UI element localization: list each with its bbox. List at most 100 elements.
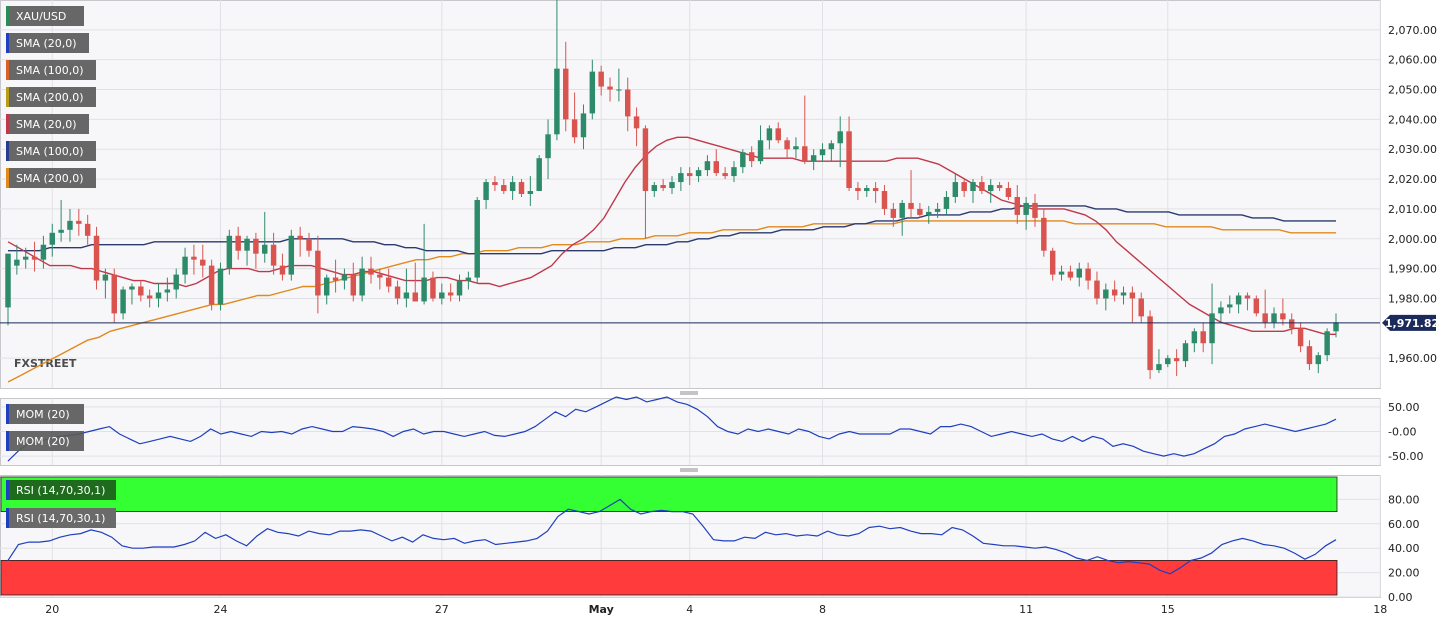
candle-body [793,146,799,150]
candle-body [297,235,303,239]
candle-body [226,235,233,269]
candle-body [483,182,489,200]
candle-body [323,277,330,296]
candle-body [1111,289,1118,296]
candle-body [1262,313,1268,323]
candle-body [244,238,250,251]
candle-body [669,182,675,189]
candle-body [146,295,153,299]
rsi-oversold-zone [0,560,1338,596]
candle-body [492,182,498,186]
candle-body [1041,217,1047,251]
candle-body [713,161,719,174]
candle-body [1076,268,1082,278]
candle-body [58,229,64,233]
candle-body [1297,328,1304,347]
candle-body [1200,331,1206,344]
mom-legend-accent [6,431,9,451]
candle-body [421,277,427,302]
candle-body [14,259,20,266]
candle-body [102,274,109,281]
candle-body [607,86,613,90]
candle-body [1058,271,1065,275]
candle-body [155,292,162,299]
rsi-y-tick: 80.00 [1388,493,1420,506]
candle-body [350,274,357,296]
price-y-tick: 2,050.00 [1388,84,1437,97]
price-legend-label: SMA (200,0) [16,91,84,104]
candle-body [527,191,534,194]
candle-body [1244,295,1251,299]
candle-body [881,191,888,209]
candle-body [359,268,365,296]
candle-body [501,185,507,192]
candle-body [678,173,684,183]
candle-body [1315,355,1322,365]
candle-body [855,188,861,192]
rsi-legend-label: RSI (14,70,30,1) [16,512,105,525]
candle-body [961,182,967,192]
candle-body [1182,343,1189,362]
candle-body [563,68,569,120]
candle-body [625,89,631,117]
candle-body [1014,196,1021,215]
candle-body [616,89,622,91]
candle-body [67,220,73,230]
candle-body [819,149,826,156]
candle-body [934,208,941,212]
candle-body [1218,307,1224,314]
candle-body [1103,289,1109,299]
candle-body [5,253,11,308]
candle-body [987,185,994,192]
last-price-tag [1382,314,1436,331]
candle-body [766,128,773,141]
candle-body [1147,316,1153,371]
x-tick-label: 24 [213,603,227,616]
candle-body [84,223,91,236]
candle-body [722,173,728,177]
candle-body [908,202,914,209]
candle-body [235,235,241,251]
candle-body [1023,202,1029,215]
candle-body [111,274,117,314]
candle-body [589,71,596,114]
price-y-tick: 2,010.00 [1388,203,1437,216]
mom-legend-bg [6,431,84,451]
price-legend-bg [6,33,89,53]
candle-body [695,170,702,177]
candle-body [1324,331,1330,356]
candle-body [802,146,808,162]
candle-body [49,232,55,245]
price-legend-label: SMA (100,0) [16,64,84,77]
candle-body [872,188,879,192]
price-legend-accent [6,6,9,26]
candle-body [191,256,197,260]
watermark-logo: FXSTREET [14,357,77,370]
candle-body [704,161,711,171]
candle-body [1289,319,1295,329]
mom-legend-label: MOM (20) [16,408,70,421]
candle-body [377,274,383,278]
candle-body [996,185,1003,189]
last-price-label: 1,971.82 [1385,317,1439,330]
price-legend-bg [6,6,84,26]
candle-body [1235,295,1242,305]
price-legend-label: SMA (20,0) [16,37,77,50]
price-legend-label: XAU/USD [16,10,66,23]
candle-body [430,277,436,299]
candle-body [120,289,126,314]
candle-body [828,143,835,150]
candle-body [262,244,268,254]
candle-body [545,134,551,159]
price-y-tick: 1,990.00 [1388,263,1437,276]
price-legend-accent [6,114,9,134]
candle-body [571,119,578,138]
price-legend-accent [6,141,9,161]
candle-body [1138,298,1144,317]
mom-legend-accent [6,404,9,424]
rsi-line [7,498,1337,575]
panel-1-frame [0,0,1381,389]
candle-body [1165,358,1171,365]
